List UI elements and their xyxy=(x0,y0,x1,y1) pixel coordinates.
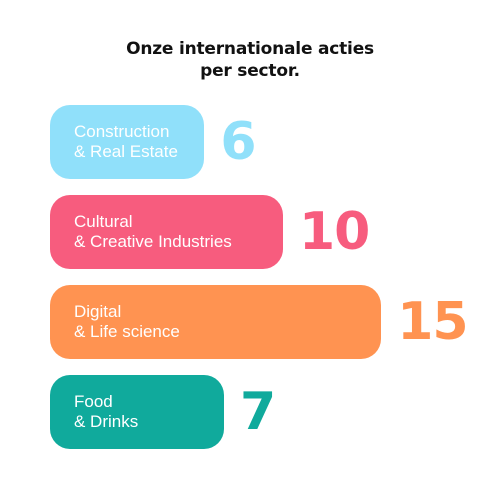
chart-title-line-1: Onze internationale acties xyxy=(126,39,374,59)
bar-4-value-label: 7 xyxy=(240,382,276,442)
bar-3-value-label: 15 xyxy=(397,292,468,352)
bar-4-label-line-1: Food xyxy=(74,392,113,411)
bar-2: Cultural & Creative Industries xyxy=(50,195,283,269)
bar-1-value-label: 6 xyxy=(220,112,256,172)
bar-3: Digital & Life science xyxy=(50,285,382,359)
bar-2-label-line-2: & Creative Industries xyxy=(74,232,232,251)
chart-title-line-2: per sector. xyxy=(200,61,300,81)
bar-4: Food & Drinks xyxy=(50,375,225,449)
bar-1-label-line-2: & Real Estate xyxy=(74,142,178,161)
bar-1: Construction & Real Estate xyxy=(50,105,205,179)
chart-title: Onze internationale acties per sector. xyxy=(0,38,500,82)
bar-2-label-line-1: Cultural xyxy=(74,212,133,231)
bar-3-label-line-1: Digital xyxy=(74,302,122,321)
bar-1-label-line-1: Construction xyxy=(74,122,170,141)
bar-2-value-label: 10 xyxy=(299,202,370,262)
bar-3-label-line-2: & Life science xyxy=(74,322,180,341)
bar-4-label-line-2: & Drinks xyxy=(74,412,139,431)
